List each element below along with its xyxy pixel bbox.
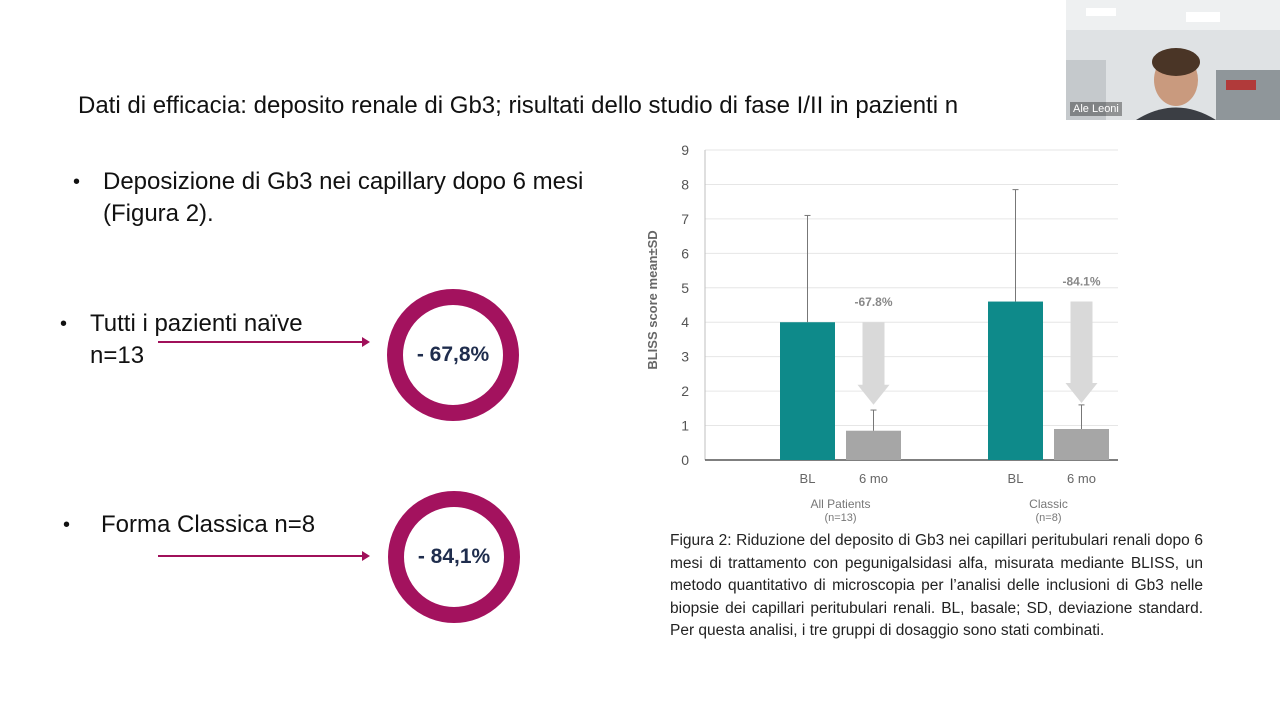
bar-all-patients-BL	[780, 322, 835, 460]
y-tick-label: 4	[681, 314, 689, 330]
y-tick-label: 7	[681, 211, 689, 227]
x-tick-label: 6 mo	[1067, 471, 1096, 486]
arrow-group-all	[158, 337, 370, 347]
reduction-arrow	[1065, 301, 1098, 403]
y-tick-label: 0	[681, 452, 689, 468]
x-tick-label: 6 mo	[859, 471, 888, 486]
ring-reduction-all: - 67,8%	[387, 289, 519, 421]
slide-title: Dati di efficacia: deposito renale di Gb…	[78, 92, 959, 119]
group-all-label: Tutti i pazienti naïve	[90, 310, 303, 337]
bullet-dot: •	[60, 313, 68, 335]
bar-classic-BL	[988, 301, 1043, 460]
y-tick-label: 6	[681, 245, 689, 261]
group-n-label: (n=8)	[1036, 512, 1062, 524]
group-classic-label: Forma Classica n=8	[101, 511, 316, 538]
arrow-group-classic	[158, 551, 370, 561]
ring-reduction-classic: - 84,1%	[388, 491, 520, 623]
bullet-group-classic: • Forma Classica n=8	[63, 509, 361, 541]
figure-caption: Figura 2: Riduzione del deposito di Gb3 …	[670, 532, 1203, 639]
bullet-dot: •	[63, 514, 71, 536]
bullet-main-text: Deposizione di Gb3 nei capillary dopo 6 …	[103, 168, 584, 227]
reduction-arrow	[857, 322, 890, 405]
y-tick-label: 9	[681, 142, 689, 158]
group-n-label: (n=13)	[824, 512, 856, 524]
reduction-label: -84.1%	[1062, 275, 1100, 289]
y-axis-label: BLISS score mean±SD	[645, 230, 660, 369]
reduction-label: -67.8%	[854, 295, 892, 309]
y-tick-label: 8	[681, 176, 689, 192]
y-tick-label: 3	[681, 349, 689, 365]
webcam-overlay: Ale Leoni	[1066, 0, 1280, 120]
group-label: Classic	[1029, 497, 1068, 511]
ring-classic-value: - 84,1%	[417, 545, 491, 568]
y-tick-label: 2	[681, 383, 689, 399]
ring-all-value: - 67,8%	[416, 343, 490, 366]
bar-classic-6mo	[1054, 429, 1109, 460]
group-all-count: n=13	[90, 342, 145, 369]
bullet-main: • Deposizione di Gb3 nei capillary dopo …	[73, 166, 643, 230]
x-tick-label: BL	[1008, 471, 1024, 486]
bliss-bar-chart: 0 1 2 3 4 5 6 7 8 9 BLISS score mean±SD BL 6 mo -67.8…	[645, 142, 1118, 524]
x-tick-label: BL	[800, 471, 816, 486]
group-label: All Patients	[810, 497, 870, 511]
participant-name: Ale Leoni	[1070, 102, 1122, 116]
y-tick-label: 1	[681, 418, 689, 434]
webcam-video	[1066, 0, 1280, 120]
bar-all-patients-6mo	[846, 430, 901, 460]
bullet-dot: •	[73, 171, 81, 193]
y-tick-label: 5	[681, 280, 689, 296]
bullet-group-all: • Tutti i pazienti naïve n=13	[60, 308, 350, 372]
